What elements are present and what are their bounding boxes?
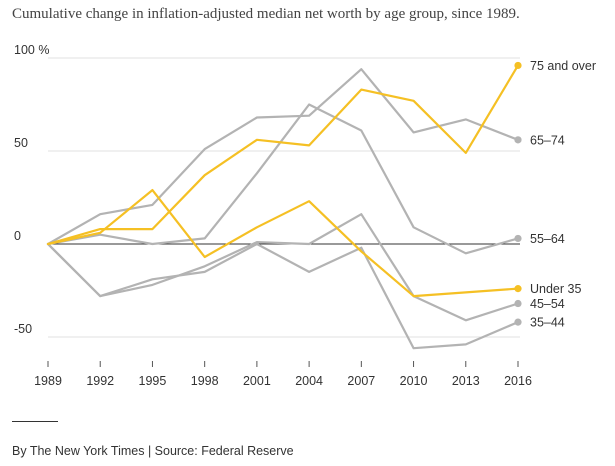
x-tick-label: 2004: [295, 374, 323, 388]
y-tick-label: -50: [14, 322, 32, 336]
x-tick-label: 1989: [34, 374, 62, 388]
series-end-point-35-44: [514, 318, 522, 326]
series-end-point-under-35: [514, 285, 522, 293]
series-label-65-74: 65–74: [530, 133, 565, 147]
series-label-75-and-over: 75 and over: [530, 59, 596, 73]
gridlines: [48, 57, 520, 338]
series-line-under-35: [46, 189, 520, 298]
x-tick-label: 2007: [347, 374, 375, 388]
x-tick-label: 1992: [86, 374, 114, 388]
y-tick-label: 100 %: [14, 43, 49, 57]
series-line-55-64: [46, 103, 520, 255]
series-line-45-54: [46, 213, 520, 322]
series-line-75-and-over: [46, 64, 520, 246]
series-label-under-35: Under 35: [530, 282, 581, 296]
series-label-45-54: 45–54: [530, 297, 565, 311]
credit-divider: [12, 421, 58, 422]
series-line-35-44: [46, 242, 520, 350]
series-end-point-55-64: [514, 234, 522, 243]
y-axis-labels: 100 % 50 0 -50: [14, 43, 49, 336]
credit-line: By The New York Times | Source: Federal …: [12, 444, 294, 458]
x-tick-label: 1995: [139, 374, 167, 388]
series-label-55-64: 55–64: [530, 232, 565, 246]
y-tick-label: 0: [14, 229, 21, 243]
x-tick-label: 2010: [400, 374, 428, 388]
highlighted-series: [46, 61, 522, 298]
muted-series: [46, 68, 522, 350]
series-end-point-45-54: [514, 299, 522, 308]
x-tick-label: 1998: [191, 374, 219, 388]
x-tick-label: 2001: [243, 374, 271, 388]
series-label-35-44: 35–44: [530, 316, 565, 330]
series-end-point-75-and-over: [514, 61, 522, 70]
series-end-point-65-74: [514, 136, 522, 144]
x-tick-label: 2016: [504, 374, 532, 388]
x-axis-ticks: 1989 1992 1995 1998 2001 2004 2007 2010 2013 2016: [34, 361, 532, 388]
y-tick-label: 50: [14, 136, 28, 150]
chart-title: Cumulative change in inflation-adjusted …: [12, 6, 520, 22]
x-tick-label: 2013: [452, 374, 480, 388]
